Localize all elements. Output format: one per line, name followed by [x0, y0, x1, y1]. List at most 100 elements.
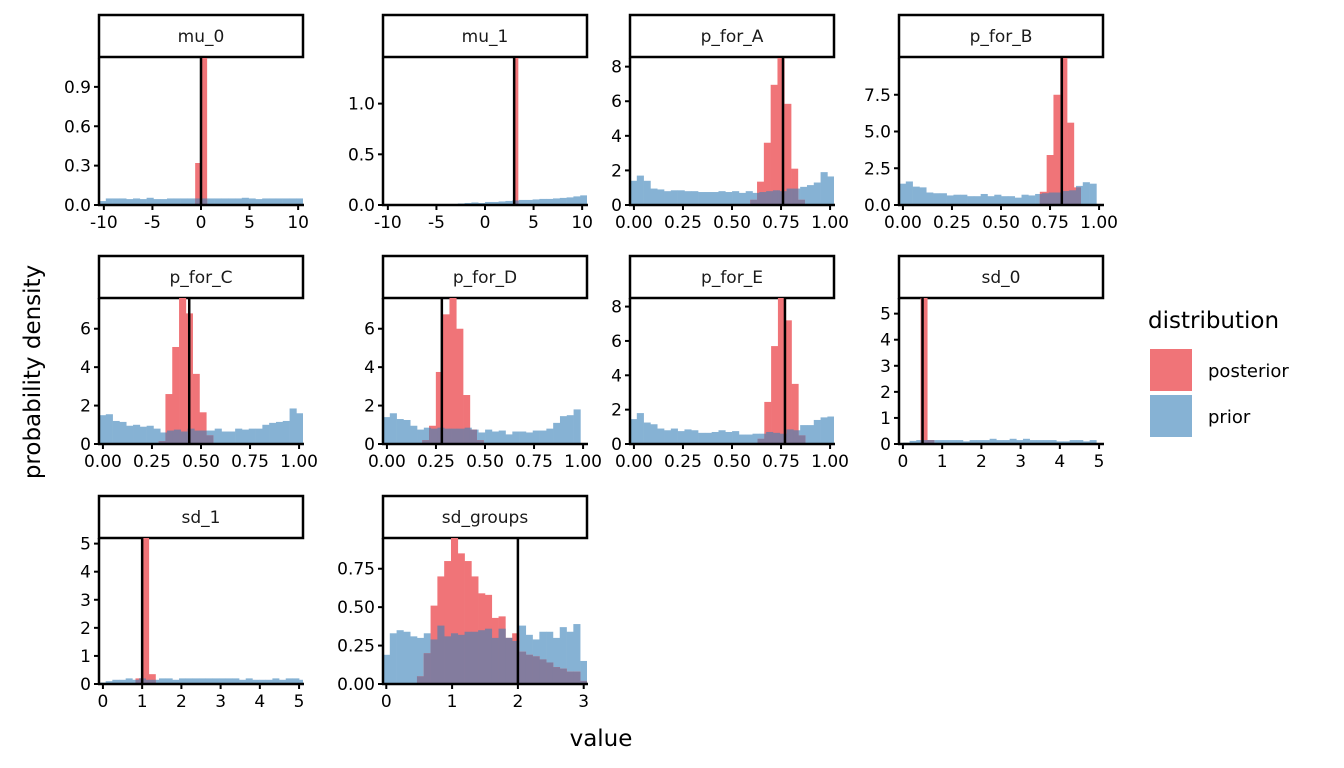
overlap-bar	[757, 192, 760, 205]
prior-bar	[152, 679, 160, 684]
prior-bar	[800, 186, 808, 205]
posterior-bar	[172, 346, 180, 444]
posterior-bar	[444, 561, 452, 684]
prior-bar	[525, 199, 533, 205]
prior-bar	[485, 429, 493, 444]
prior-bar	[552, 637, 561, 684]
overlap-bar	[512, 640, 520, 684]
overlap-bar	[435, 428, 438, 444]
prior-bar	[485, 201, 493, 205]
overlap-bar	[464, 427, 471, 444]
overlap-bar	[491, 637, 499, 684]
prior-bar	[601, 193, 608, 205]
prior-bar	[1069, 440, 1077, 444]
x-tick-label: 4	[254, 692, 265, 712]
overlap-bar	[1073, 190, 1077, 205]
overlap-bar	[757, 438, 760, 444]
posterior-bar	[456, 328, 464, 444]
prior-bar	[594, 194, 601, 205]
prior-bar	[752, 192, 760, 205]
prior-bar	[269, 198, 277, 205]
prior-bar	[806, 425, 815, 444]
overlap-bar	[797, 199, 801, 205]
x-tick-label: 0.00	[615, 213, 653, 233]
prior-bar	[1022, 438, 1030, 444]
legend-key-prior	[1150, 395, 1192, 437]
bars	[451, 58, 608, 205]
overlap-bar	[437, 625, 445, 684]
prior-bar	[559, 627, 567, 684]
prior-bar	[546, 428, 554, 444]
overlap-bar	[1046, 193, 1050, 205]
prior-bar	[711, 431, 719, 444]
posterior-bar	[920, 298, 928, 444]
prior-bar	[684, 429, 692, 444]
y-tick-label: 0.6	[64, 117, 91, 137]
overlap-bar	[784, 191, 787, 205]
overlap-bar	[199, 430, 202, 444]
y-tick-label: 0.3	[64, 157, 91, 177]
prior-bar	[1028, 195, 1036, 205]
overlap-bar	[135, 679, 140, 684]
overlap-bar	[505, 637, 513, 684]
x-tick-label: 0.50	[182, 452, 220, 472]
prior-bar	[396, 419, 404, 444]
prior-bar	[630, 180, 638, 205]
prior-bar	[99, 201, 107, 205]
x-tick-label: 0.50	[982, 213, 1020, 233]
prior-bar	[1001, 196, 1009, 205]
overlap-bar	[786, 429, 792, 444]
panel-sd_1: sd_1 0 1 2 3 4 5 0 1 2 3 4 5	[80, 494, 305, 712]
x-tick-label: 5	[244, 213, 255, 233]
prior-bar	[255, 199, 263, 205]
overlap-bar	[1069, 190, 1075, 205]
overlap-bar	[752, 199, 758, 205]
posterior-bar	[449, 298, 457, 444]
posterior-bar	[192, 373, 200, 444]
strip-box	[628, 254, 836, 300]
overlap-bar	[423, 440, 430, 444]
strip-box	[97, 13, 305, 59]
prior-bar	[580, 660, 587, 684]
prior-bar	[539, 631, 547, 684]
overlap-bar	[194, 430, 200, 444]
prior-bar	[119, 198, 127, 205]
x-tick-label: 0.25	[664, 213, 702, 233]
prior-bar	[282, 198, 290, 205]
prior-bar	[296, 413, 303, 444]
posterior-bar	[165, 394, 173, 444]
bars	[630, 298, 834, 444]
strip-label: p_for_A	[701, 27, 764, 47]
prior-bar	[133, 198, 141, 205]
overlap-bar	[478, 630, 486, 684]
bars	[899, 58, 1097, 205]
prior-bar	[248, 198, 256, 205]
posterior-bar	[771, 346, 779, 444]
prior-bar	[410, 636, 418, 684]
overlap-bar	[791, 188, 794, 205]
overlap-bar	[430, 639, 438, 684]
strip-box	[97, 494, 305, 540]
prior-bar	[173, 198, 181, 205]
x-tick-label: 1	[447, 692, 458, 712]
prior-bar	[252, 679, 260, 684]
prior-bar	[167, 198, 175, 205]
prior-bar	[160, 432, 168, 444]
overlap-bar	[786, 188, 792, 205]
prior-bar	[926, 192, 934, 205]
overlap-bar	[450, 633, 459, 684]
overlap-bar	[777, 190, 781, 205]
prior-bar	[573, 624, 581, 684]
overlap-bar	[456, 428, 459, 444]
panel-mu_0: mu_0 -10 -5 0 5 10 0.0 0.3 0.6 0.9	[64, 13, 309, 233]
x-tick-label: 4	[1054, 452, 1065, 472]
overlap-bars	[195, 198, 208, 205]
prior-bar	[296, 198, 303, 205]
panels: mu_0-10 -5 0 5 100.00.30.60.9mu_1-10 -5 0 5 100.…	[64, 13, 1118, 712]
prior-bar	[677, 431, 685, 444]
prior-bar	[491, 431, 500, 444]
posterior-bar	[1067, 122, 1075, 205]
overlap-bar	[1055, 192, 1061, 205]
x-tick-label: 1	[937, 452, 948, 472]
overlap-bar	[800, 199, 805, 205]
